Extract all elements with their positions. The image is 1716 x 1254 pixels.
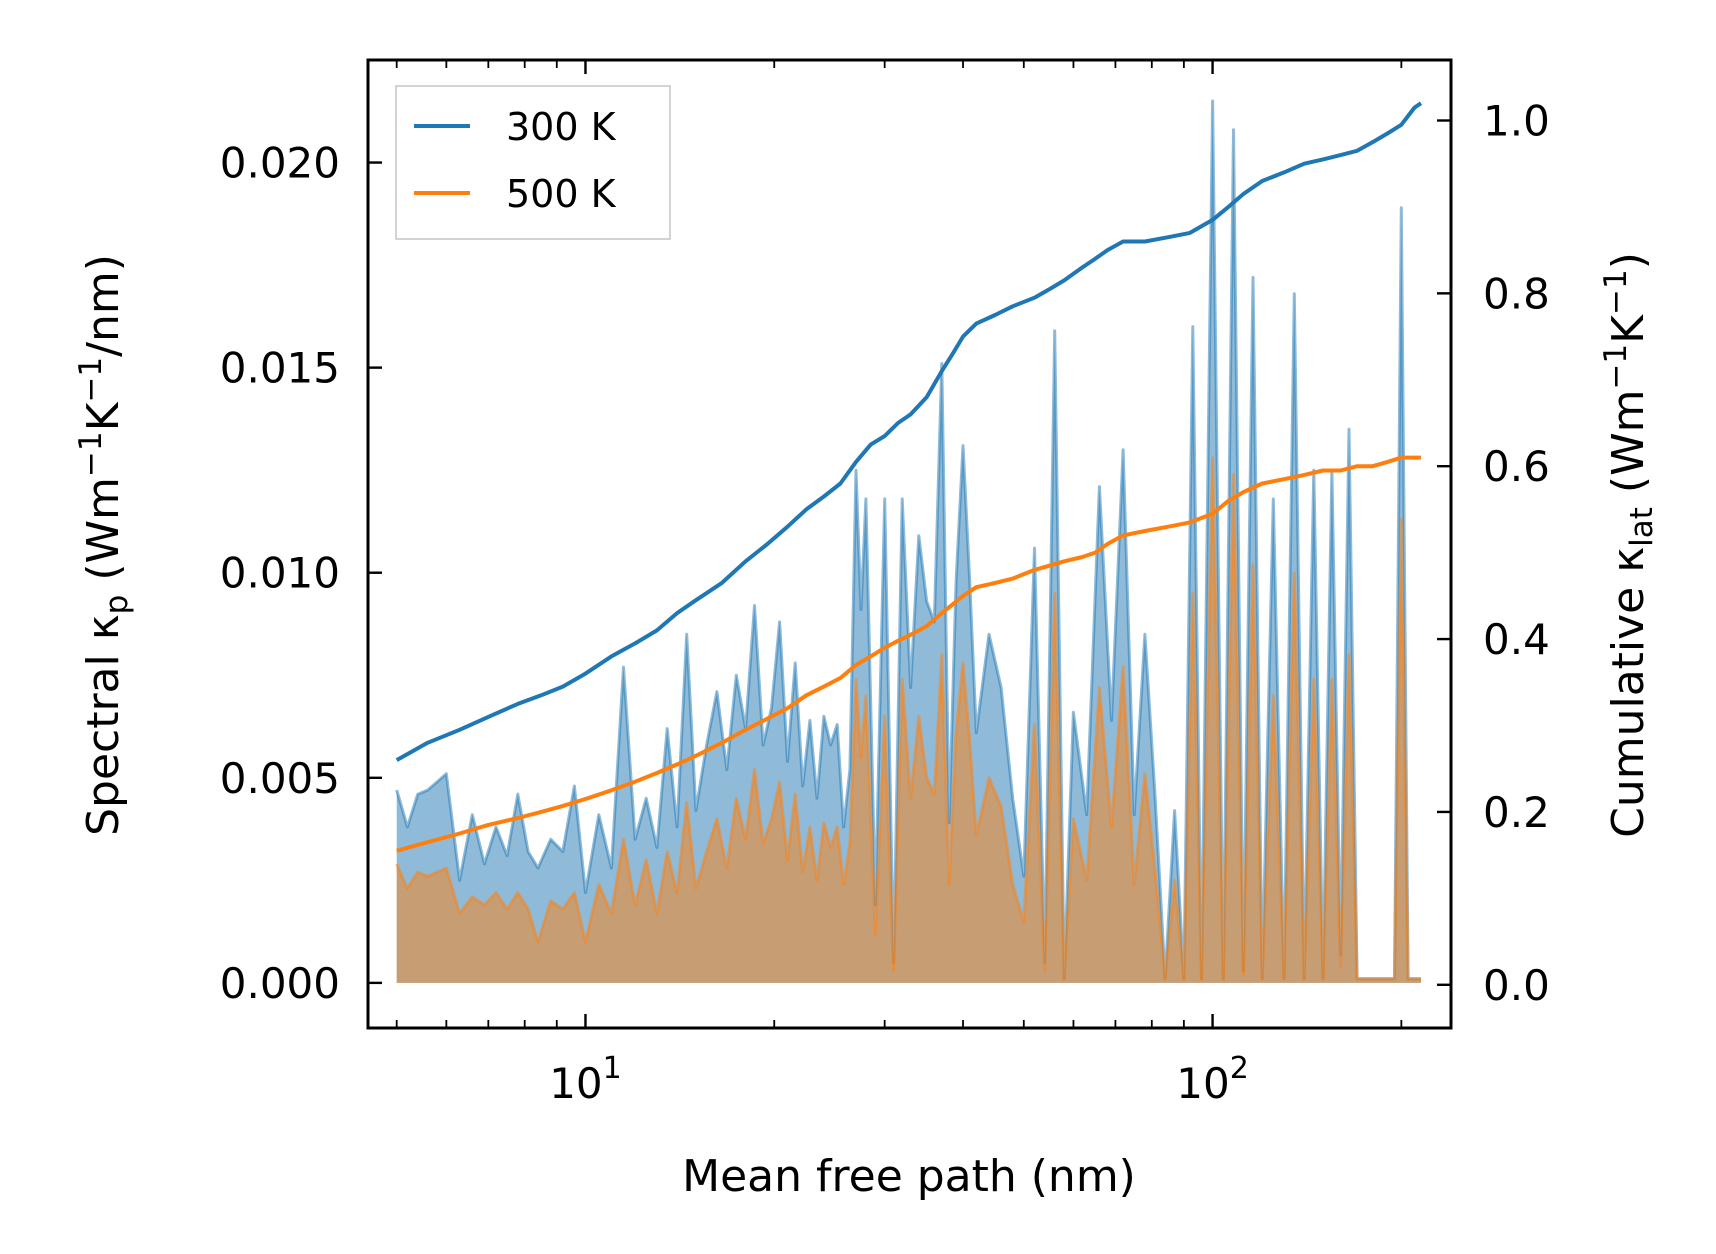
y-right-tick-label: 0.4 bbox=[1483, 615, 1550, 664]
y-right-tick-label: 0.6 bbox=[1483, 442, 1550, 491]
y-right-mid: K bbox=[1603, 314, 1654, 344]
y-right-main: Cumulative κ bbox=[1603, 547, 1654, 838]
y-right-tick-label: 0.2 bbox=[1483, 788, 1550, 837]
y-left-sup2: −1 bbox=[73, 357, 109, 403]
y-left-tick-label: 0.000 bbox=[220, 959, 340, 1008]
x-tick-label: 102 bbox=[1176, 1051, 1249, 1108]
y-left-tick-label: 0.015 bbox=[220, 344, 340, 393]
y-axis-title-left: Spectral κp (Wm−1K−1/nm) bbox=[73, 254, 135, 836]
y-left-unit-open: (Wm bbox=[78, 477, 129, 595]
y-right-sup1: −1 bbox=[1598, 344, 1634, 390]
y-right-sub: lat bbox=[1624, 507, 1660, 547]
y-right-tick-label: 0.8 bbox=[1483, 269, 1550, 318]
x-axis-title: Mean free path (nm) bbox=[682, 1151, 1136, 1202]
y-left-tick-label: 0.020 bbox=[220, 139, 340, 188]
y-right-tick-label: 1.0 bbox=[1483, 97, 1550, 146]
spectral-line-500k bbox=[395, 456, 1421, 981]
x-tick-label: 101 bbox=[549, 1051, 622, 1108]
spectral-area-500k bbox=[396, 457, 1422, 983]
legend-label-300k: 300 K bbox=[506, 105, 617, 149]
legend: 300 K 500 K bbox=[395, 85, 671, 240]
y-left-tick-label: 0.005 bbox=[220, 754, 340, 803]
y-right-unit-open: (Wm bbox=[1603, 390, 1654, 508]
y-right-tick-label: 0.0 bbox=[1483, 961, 1550, 1010]
spectral-layer bbox=[395, 99, 1422, 983]
plot-frame bbox=[366, 58, 1453, 1030]
cumulative-layer bbox=[395, 101, 1423, 853]
cumulative-line-500k bbox=[396, 455, 1421, 853]
legend-label-500k: 500 K bbox=[506, 172, 617, 216]
tick-layer: 0.000 0.005 0.010 0.015 0.020 0.0 0.2 0.4 0.6 0.8… bbox=[220, 60, 1550, 1108]
y-left-sub: p bbox=[99, 595, 135, 615]
y-left-sup1: −1 bbox=[73, 431, 109, 477]
y-left-unit-close: /nm) bbox=[78, 254, 129, 357]
y-left-main: Spectral κ bbox=[78, 614, 129, 836]
cumulative-line-300k bbox=[395, 101, 1423, 762]
y-right-sup2: −1 bbox=[1598, 269, 1634, 315]
spectral-line-300k bbox=[395, 99, 1421, 981]
legend-box bbox=[395, 85, 671, 240]
y-left-tick-label: 0.010 bbox=[220, 549, 340, 598]
y-axis-title-right: Cumulative κlat (Wm−1K−1) bbox=[1598, 252, 1660, 838]
y-right-unit-close: ) bbox=[1603, 252, 1654, 269]
y-left-mid: K bbox=[78, 401, 129, 431]
